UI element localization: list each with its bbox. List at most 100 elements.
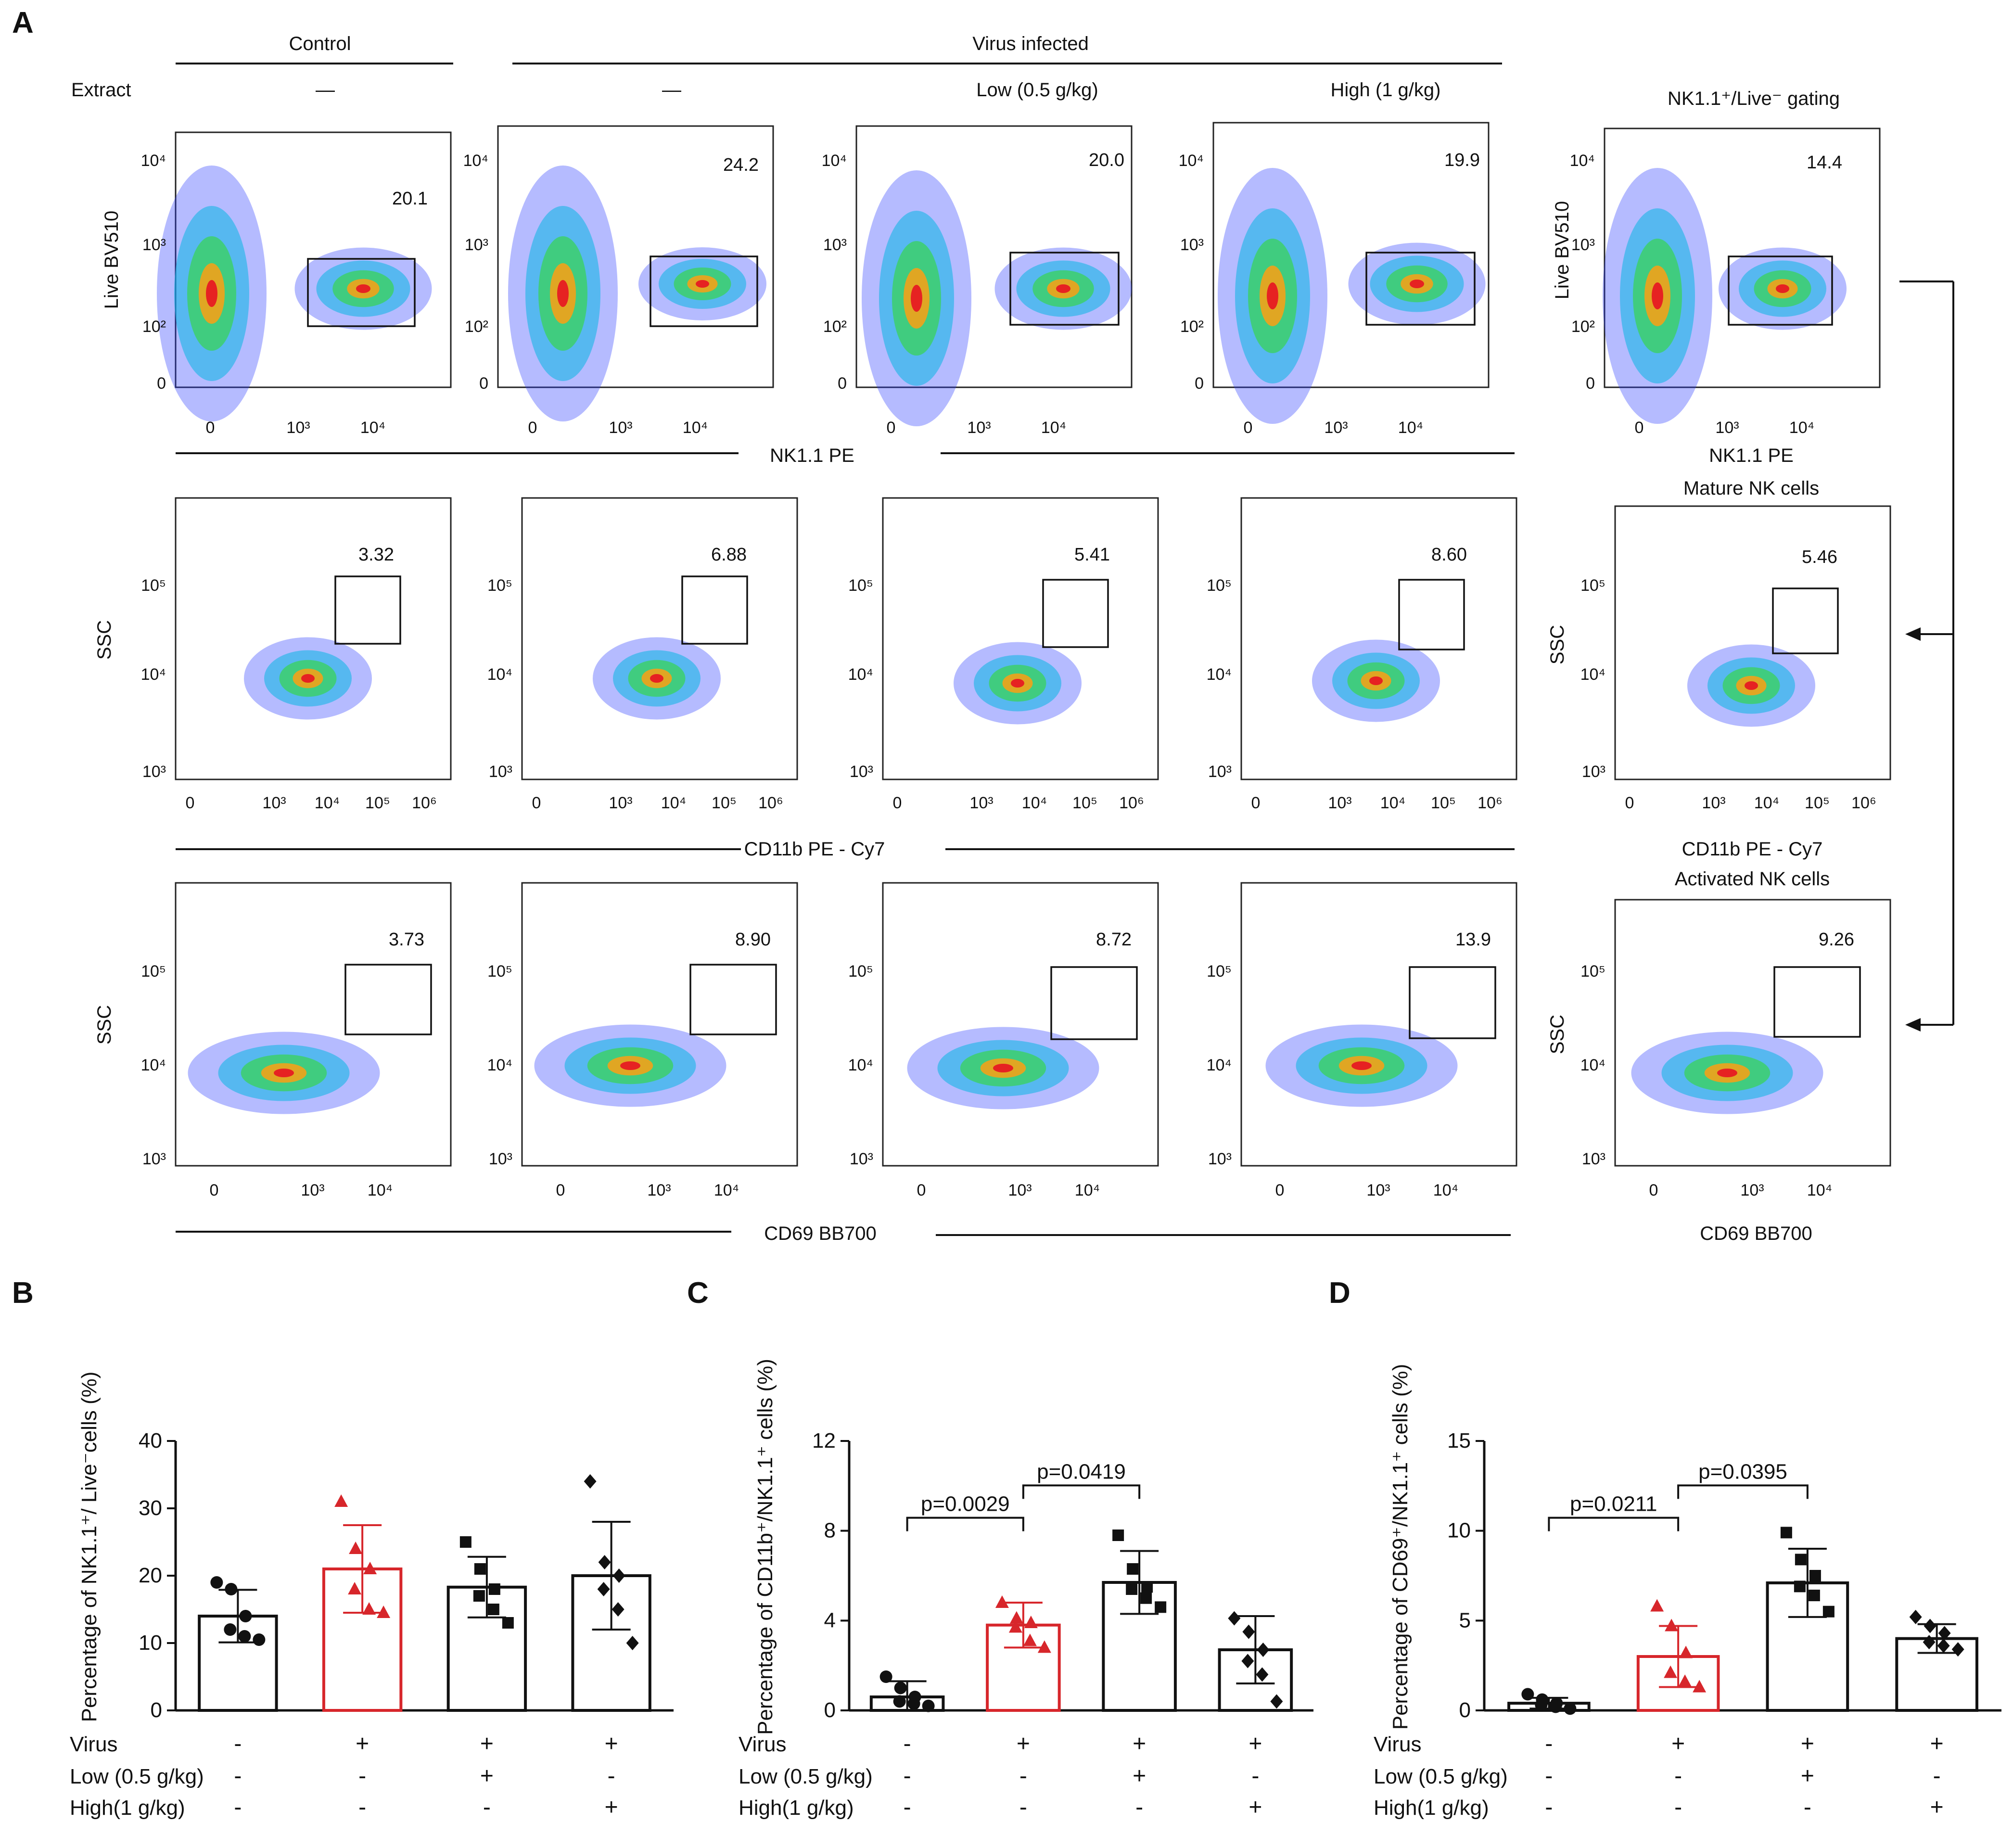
- data-point: [1822, 1606, 1835, 1618]
- condition-sign: -: [1019, 1763, 1027, 1789]
- flow-tick-label: 10⁴: [1754, 794, 1779, 812]
- data-point: [377, 1606, 391, 1618]
- data-point: [1679, 1645, 1693, 1658]
- condition-row-label: Low (0.5 g/kg): [1374, 1765, 1508, 1788]
- condition-sign: +: [480, 1763, 494, 1789]
- flow-tick-label: 10³: [609, 794, 632, 812]
- data-point: [210, 1576, 223, 1589]
- data-point: [1521, 1688, 1534, 1701]
- condition-sign: -: [1019, 1795, 1027, 1820]
- gate-r1c1: [307, 258, 416, 327]
- panel-letter-c: C: [687, 1276, 709, 1310]
- gate-r1c5: [1728, 255, 1833, 326]
- data-point: [459, 1536, 471, 1548]
- flow-tick-label: 10⁴: [360, 419, 385, 437]
- bar-chart-c: 0 4 8 12 Percentage of CD11b⁺/NK1.1⁺ cells (…: [739, 1359, 1313, 1820]
- flow-plot-r2c4: [1240, 497, 1517, 780]
- data-point: [894, 1682, 907, 1695]
- condition-sign: +: [605, 1731, 618, 1757]
- flow-tick-label: 0: [838, 374, 847, 393]
- flow-plot-r3c4: [1240, 882, 1517, 1167]
- data-point: [1678, 1674, 1692, 1687]
- data-point: [253, 1633, 266, 1646]
- density-cluster: [508, 166, 618, 421]
- flow-tick-label: 10³: [1571, 236, 1595, 254]
- flow-tick-label: 0: [1195, 374, 1204, 393]
- flow-tick-label: 10⁴: [141, 665, 166, 684]
- significance-bracket: [906, 1517, 1024, 1531]
- data-point: [1535, 1698, 1548, 1711]
- data-point: [1037, 1640, 1051, 1653]
- flow-tick-label: 10⁴: [463, 152, 488, 170]
- p-value-label: p=0.0211: [1570, 1492, 1657, 1516]
- flow-tick-label: 10⁵: [487, 576, 512, 595]
- pct-r2c3: 5.41: [1074, 545, 1110, 565]
- flow-tick-label: 10⁵: [848, 576, 873, 595]
- pct-r2c5: 5.46: [1802, 547, 1837, 567]
- xlabel-r3c5: CD69 BB700: [1700, 1223, 1812, 1244]
- condition-sign: +: [1801, 1731, 1814, 1757]
- gate-r2c2: [681, 575, 748, 645]
- flow-tick-label: 0: [157, 374, 166, 393]
- data-point: [1549, 1700, 1562, 1713]
- flow-ylabels: Live BV510 Live BV510 SSC SSC SSC SSC: [94, 201, 1573, 1054]
- flow-tick-label: 10⁵: [141, 962, 166, 981]
- density-blobs: [157, 166, 1847, 1114]
- y-tick-label: 20: [139, 1564, 162, 1587]
- pct-r3c4: 13.9: [1455, 930, 1491, 950]
- flow-tick-label: 10⁵: [1805, 794, 1830, 812]
- gate-r3c1: [344, 964, 432, 1035]
- gate-percentages: 20.1 24.2 20.0 19.9 14.4 3.32 6.88 5.41 …: [358, 150, 1854, 950]
- gate-r2c3: [1042, 579, 1109, 648]
- flow-tick-label: 10⁴: [141, 152, 166, 170]
- data-point: [1228, 1611, 1241, 1626]
- flow-tick-label: 10³: [850, 1150, 873, 1168]
- flow-tick-label: 10³: [1180, 236, 1204, 254]
- condition-sign: -: [1251, 1763, 1259, 1789]
- flow-tick-label: 10³: [142, 763, 166, 781]
- flow-tick-label: 10³: [1582, 1150, 1605, 1168]
- condition-sign: +: [1133, 1763, 1146, 1789]
- flow-row-3: [175, 882, 1891, 1167]
- data-point: [597, 1582, 610, 1596]
- flow-tick-label: 0: [1251, 794, 1261, 812]
- pct-r3c5: 9.26: [1819, 930, 1854, 950]
- panel-letter-a: A: [12, 6, 34, 39]
- flow-tick-label: 10³: [489, 763, 512, 781]
- xlabel-r3: CD69 BB700: [764, 1223, 876, 1244]
- data-point: [1024, 1616, 1038, 1628]
- y-tick-label: 5: [1459, 1608, 1471, 1632]
- flow-tick-label: 10⁵: [1580, 576, 1605, 595]
- data-point: [612, 1568, 625, 1583]
- p-value-label: p=0.0029: [921, 1492, 1010, 1516]
- flow-tick-label: 10³: [1702, 794, 1725, 812]
- y-tick-label: 0: [824, 1698, 836, 1722]
- y-tick-label: 10: [1447, 1519, 1471, 1542]
- density-cluster: [534, 1024, 726, 1107]
- dose-label-high: High (1 g/kg): [1331, 79, 1441, 101]
- y-tick-label: 15: [1447, 1429, 1471, 1453]
- condition-sign: -: [1674, 1795, 1682, 1820]
- flow-tick-label: 10⁴: [368, 1181, 393, 1199]
- density-cluster: [1631, 1032, 1823, 1114]
- gate-r1c4: [1365, 252, 1476, 326]
- data-point: [1938, 1626, 1951, 1641]
- flow-tick-label: 10²: [1180, 318, 1204, 336]
- density-cluster: [294, 247, 432, 330]
- flow-tick-label: 0: [206, 419, 215, 437]
- flow-tick-label: 10⁵: [1431, 794, 1456, 812]
- xlabel-r1c5: NK1.1 PE: [1709, 445, 1794, 466]
- y-axis-label: Percentage of CD11b⁺/NK1.1⁺ cells (%): [753, 1359, 777, 1735]
- density-cluster: [157, 166, 267, 421]
- gating-title: NK1.1⁺/Live⁻ gating: [1668, 88, 1840, 109]
- flow-tick-label: 10⁴: [1433, 1181, 1458, 1199]
- flow-tick-label: 10³: [301, 1181, 324, 1199]
- flow-tick-label: 10³: [489, 1150, 512, 1168]
- gate-r1c3: [1009, 252, 1120, 326]
- flow-tick-label: 10³: [967, 419, 991, 437]
- condition-sign: -: [1674, 1763, 1682, 1789]
- data-point: [1257, 1643, 1270, 1657]
- data-point: [1924, 1619, 1937, 1633]
- data-point: [879, 1670, 892, 1683]
- density-cluster: [1218, 168, 1327, 424]
